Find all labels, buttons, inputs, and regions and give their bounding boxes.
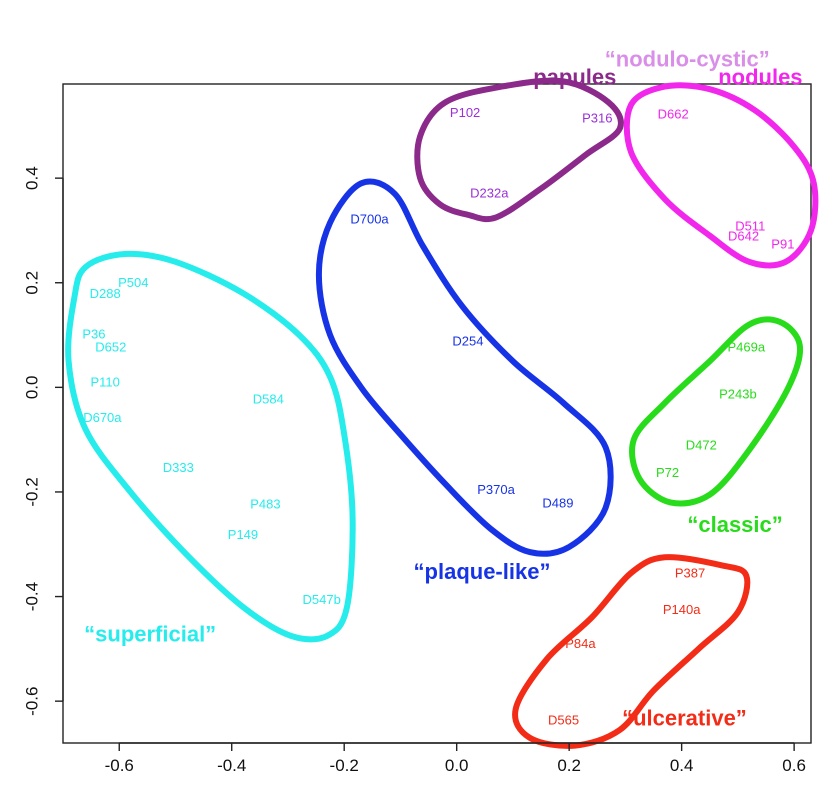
point-p84a: P84a <box>565 636 596 651</box>
point-p483: P483 <box>250 496 280 511</box>
y-tick-label: -0.2 <box>22 477 41 506</box>
point-p140a: P140a <box>663 602 701 617</box>
point-d472: D472 <box>686 437 717 452</box>
cluster-outline-classic <box>629 316 804 507</box>
cluster-outline-plaque-like <box>315 178 614 557</box>
point-d489: D489 <box>542 495 573 510</box>
point-d254: D254 <box>452 333 483 348</box>
cluster-label-ulcerative: “ulcerative” <box>622 705 747 730</box>
point-p102: P102 <box>450 105 480 120</box>
point-p504: P504 <box>118 275 148 290</box>
cluster-outline-ulcerative <box>512 554 751 749</box>
point-p469a: P469a <box>728 340 766 355</box>
x-tick-label: 0.4 <box>670 756 694 775</box>
y-tick-label: 0.4 <box>22 166 41 190</box>
point-p72: P72 <box>656 465 679 480</box>
y-tick-label: 0.2 <box>22 271 41 295</box>
point-d565: D565 <box>548 712 579 727</box>
point-p110: P110 <box>90 375 119 390</box>
point-d662: D662 <box>658 106 689 121</box>
cluster-outline-superficial <box>65 250 356 643</box>
annotation-nodulo-cystic: “nodulo-cystic” <box>605 46 770 71</box>
x-tick-label: -0.4 <box>217 756 246 775</box>
point-d642: D642 <box>728 229 759 244</box>
point-d584: D584 <box>253 391 284 406</box>
x-tick-label: -0.6 <box>105 756 134 775</box>
point-d333: D333 <box>163 460 194 475</box>
axes: -0.6 -0.4 -0.2 0.0 0.2 0.4 0.6 -0.6 -0.4 -0.2 0.0 0… <box>22 166 805 775</box>
point-p387: P387 <box>675 566 705 581</box>
point-d511: D511 <box>735 219 765 234</box>
x-tick-label: -0.2 <box>330 756 359 775</box>
cluster-outline-nodulo-cystic-nodules <box>623 82 819 269</box>
point-p370a: P370a <box>477 482 515 497</box>
point-p91: P91 <box>771 237 794 252</box>
x-tick-label: 0.2 <box>557 756 581 775</box>
cluster-label-nodulo-cystic-nodules: nodules <box>718 65 802 90</box>
cluster-label-superficial: “superficial” <box>84 622 216 647</box>
point-d547b: D547b <box>303 592 341 607</box>
point-d700a: D700a <box>350 211 389 226</box>
point-p243b: P243b <box>719 387 757 402</box>
point-p316: P316 <box>582 110 612 125</box>
cluster-labels: “superficial” “plaque-like” papules nodules… <box>84 46 802 730</box>
point-d288: D288 <box>90 286 121 301</box>
y-tick-label: -0.6 <box>22 687 41 716</box>
y-tick-label: -0.4 <box>22 582 41 611</box>
point-p149: P149 <box>228 527 258 542</box>
x-tick-label: 0.0 <box>445 756 469 775</box>
cluster-outlines <box>65 77 819 749</box>
point-d652: D652 <box>95 340 126 355</box>
point-d670a: D670a <box>83 410 122 425</box>
cluster-label-classic: “classic” <box>687 512 782 537</box>
cluster-label-plaque-like: “plaque-like” <box>414 559 551 584</box>
y-tick-label: 0.0 <box>22 376 41 400</box>
point-p36: P36 <box>82 326 105 341</box>
point-d232a: D232a <box>470 185 509 200</box>
cluster-outline-nodulo-cystic-papules <box>414 77 624 223</box>
cluster-label-nodulo-cystic-papules: papules <box>533 65 616 90</box>
x-tick-label: 0.6 <box>782 756 806 775</box>
